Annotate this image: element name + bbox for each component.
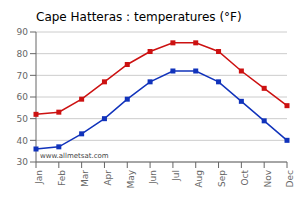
svg-text:Mar: Mar (80, 170, 90, 187)
svg-text:60: 60 (17, 92, 29, 102)
svg-text:Oct: Oct (240, 170, 250, 186)
svg-text:90: 90 (17, 27, 29, 37)
svg-text:Dec: Dec (285, 170, 295, 187)
svg-text:30: 30 (17, 157, 29, 167)
svg-text:Feb: Feb (57, 170, 67, 186)
svg-text:Jul: Jul (171, 170, 181, 182)
svg-text:80: 80 (17, 49, 29, 59)
svg-text:Sep: Sep (217, 170, 227, 187)
svg-text:Jan: Jan (34, 170, 44, 185)
svg-text:70: 70 (17, 71, 29, 81)
svg-text:Jun: Jun (148, 170, 158, 185)
svg-text:50: 50 (17, 114, 29, 124)
svg-text:40: 40 (17, 136, 29, 146)
svg-text:Aug: Aug (194, 170, 204, 188)
html-text:Cape Hatteras : temperatures (: Cape Hatteras : temperatures (°F) (36, 10, 242, 24)
svg-text:May: May (126, 169, 136, 188)
html-text:www.allmetsat.com: www.allmetsat.com (40, 152, 109, 160)
svg-text:Apr: Apr (103, 170, 113, 186)
svg-text:Nov: Nov (263, 169, 273, 187)
